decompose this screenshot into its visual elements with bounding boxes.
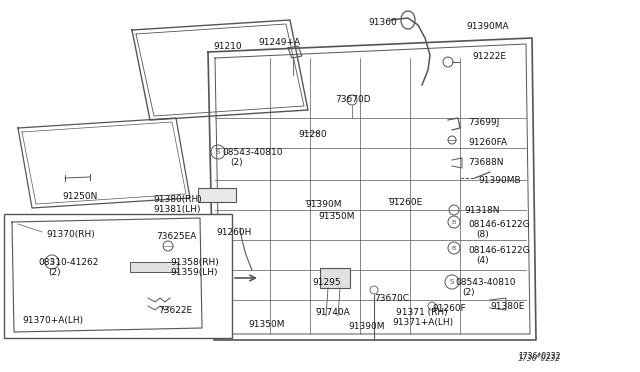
Text: S: S (50, 259, 54, 265)
Text: (4): (4) (476, 256, 488, 265)
Bar (198, 188, 236, 202)
Text: S: S (216, 149, 220, 155)
Text: (2): (2) (462, 288, 475, 297)
Text: 91318N: 91318N (464, 206, 499, 215)
Text: 91250N: 91250N (62, 192, 97, 201)
Text: 73670C: 73670C (374, 294, 409, 303)
Text: 73688N: 73688N (468, 158, 504, 167)
Text: 91390MA: 91390MA (466, 22, 509, 31)
Text: 91260F: 91260F (432, 304, 466, 313)
Text: 91359(LH): 91359(LH) (170, 268, 218, 277)
Text: S: S (450, 279, 454, 285)
Text: 91390M: 91390M (305, 200, 342, 209)
Text: 08543-40810: 08543-40810 (222, 148, 282, 157)
Text: 91371+A(LH): 91371+A(LH) (392, 318, 453, 327)
Text: 91260FA: 91260FA (468, 138, 507, 147)
Text: 91370(RH): 91370(RH) (46, 230, 95, 239)
Text: 91350M: 91350M (248, 320, 285, 329)
Text: 91371 (RH): 91371 (RH) (396, 308, 447, 317)
Text: 73670D: 73670D (335, 95, 371, 104)
Text: 08310-41262: 08310-41262 (38, 258, 99, 267)
Text: 91740A: 91740A (315, 308, 349, 317)
Text: 91380E: 91380E (490, 302, 524, 311)
Text: (8): (8) (476, 230, 489, 239)
Text: 91249+A: 91249+A (258, 38, 300, 47)
Text: 1736*0232: 1736*0232 (518, 354, 561, 363)
Text: 08543-40810: 08543-40810 (455, 278, 515, 287)
Text: 91222E: 91222E (472, 52, 506, 61)
Text: (2): (2) (48, 268, 61, 277)
Text: 91370+A(LH): 91370+A(LH) (22, 316, 83, 325)
Bar (130, 262, 178, 272)
Text: B: B (452, 246, 456, 250)
Text: 91295: 91295 (312, 278, 340, 287)
Text: 91358(RH): 91358(RH) (170, 258, 219, 267)
Text: (2): (2) (230, 158, 243, 167)
Text: 91260E: 91260E (388, 198, 422, 207)
Text: 91360: 91360 (368, 18, 397, 27)
Text: 91260H: 91260H (216, 228, 252, 237)
Text: 73699J: 73699J (468, 118, 499, 127)
Text: B: B (452, 219, 456, 224)
Text: 08146-6122G: 08146-6122G (468, 220, 530, 229)
Text: 91390MB: 91390MB (478, 176, 520, 185)
Text: 1736*0232: 1736*0232 (518, 352, 561, 361)
Text: 08146-6122G: 08146-6122G (468, 246, 530, 255)
Text: 91280: 91280 (298, 130, 326, 139)
Text: 73625EA: 73625EA (156, 232, 196, 241)
Text: 73622E: 73622E (158, 306, 192, 315)
Text: 91380(RH): 91380(RH) (153, 195, 202, 204)
Text: 91390M: 91390M (348, 322, 385, 331)
Text: 91210: 91210 (213, 42, 242, 51)
Text: 91381(LH): 91381(LH) (153, 205, 200, 214)
Bar (320, 268, 350, 288)
Bar (4, 214, 232, 338)
Text: 91350M: 91350M (318, 212, 355, 221)
